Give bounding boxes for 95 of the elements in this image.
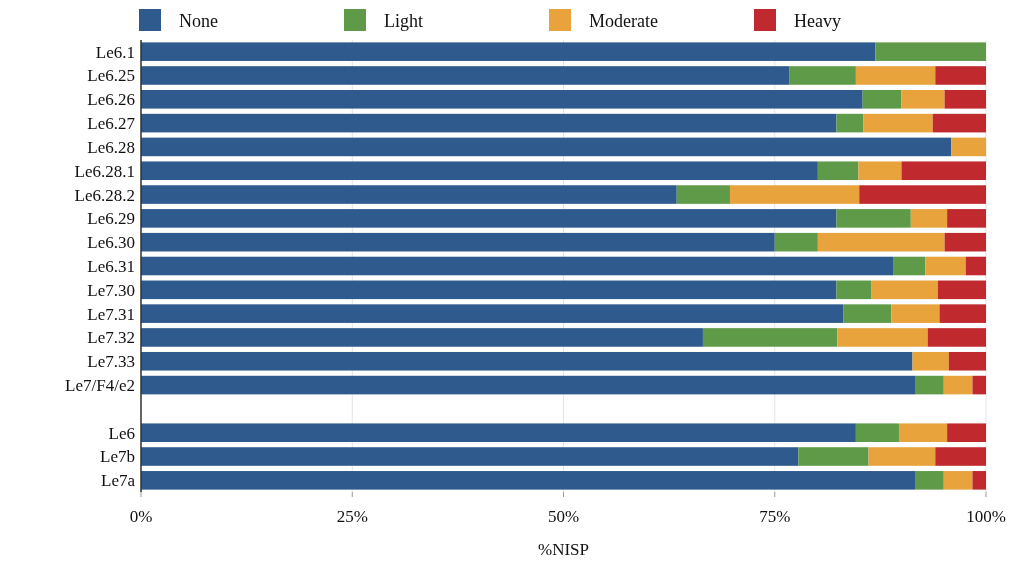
bar xyxy=(862,90,902,109)
bar xyxy=(837,328,928,347)
bar xyxy=(141,375,916,395)
bar xyxy=(912,351,949,371)
bar xyxy=(141,328,703,347)
y-tick-label: Le6.26 xyxy=(87,90,135,110)
bar xyxy=(972,471,986,490)
bar xyxy=(141,256,894,276)
y-tick-label: Le7b xyxy=(100,447,135,467)
bar xyxy=(676,185,730,204)
bar xyxy=(932,113,986,133)
bar xyxy=(789,66,856,85)
y-tick-label: Le7.31 xyxy=(87,304,135,324)
y-tick-label: Le7.30 xyxy=(87,280,135,300)
bar xyxy=(141,113,837,133)
bar xyxy=(944,232,986,252)
y-tick-label: Le6.28 xyxy=(87,137,135,157)
bar xyxy=(972,375,986,395)
bar xyxy=(891,304,940,323)
bar xyxy=(141,137,952,157)
bar xyxy=(855,66,936,85)
x-tick-label: 50% xyxy=(547,507,580,526)
y-tick-label: Le6.28.2 xyxy=(74,185,135,205)
bar xyxy=(843,304,892,323)
bar xyxy=(141,161,818,181)
bar xyxy=(937,280,986,300)
bar xyxy=(141,423,856,442)
bar xyxy=(951,137,986,157)
legend-label: None xyxy=(179,11,218,32)
bar xyxy=(141,447,799,466)
y-tick-label: Le6.28.1 xyxy=(74,161,135,181)
bar xyxy=(855,423,899,442)
legend-label: Moderate xyxy=(589,11,658,32)
bar xyxy=(141,232,775,252)
bar xyxy=(875,42,986,61)
bar xyxy=(141,280,837,300)
bar xyxy=(702,328,838,347)
bar xyxy=(798,447,869,466)
bar xyxy=(948,351,986,371)
y-tick-label: Le6.1 xyxy=(95,42,135,62)
bar xyxy=(836,280,872,300)
x-tick-label: 100% xyxy=(966,507,1006,526)
y-tick-label: Le6.25 xyxy=(87,66,135,86)
bar xyxy=(925,256,966,276)
bar xyxy=(939,304,986,323)
y-tick-label: Le7a xyxy=(101,471,136,491)
bar xyxy=(947,423,986,442)
bar xyxy=(915,471,944,490)
bar xyxy=(893,256,926,276)
bar xyxy=(141,209,837,228)
bar xyxy=(947,209,986,228)
bar xyxy=(927,328,986,347)
bar xyxy=(901,161,986,181)
bar xyxy=(817,232,945,252)
bar xyxy=(859,185,986,204)
y-tick-label: Le7/F4/e2 xyxy=(65,376,135,396)
bar xyxy=(898,423,948,442)
bar xyxy=(915,375,944,395)
bar xyxy=(871,280,938,300)
bar xyxy=(141,304,844,323)
x-tick-label: 0% xyxy=(129,507,153,526)
bar xyxy=(868,447,936,466)
bar xyxy=(141,351,913,371)
y-tick-label: Le6.27 xyxy=(87,114,136,134)
x-tick-label: 25% xyxy=(336,507,368,526)
bar xyxy=(935,66,986,85)
bar xyxy=(901,90,945,109)
bar xyxy=(141,471,916,490)
y-tick-label: Le6.29 xyxy=(87,209,135,229)
bar xyxy=(965,256,986,276)
bar xyxy=(943,375,973,395)
bar xyxy=(858,161,902,181)
bar xyxy=(836,113,864,133)
legend-label: Light xyxy=(384,11,423,32)
y-tick-label: Le6.30 xyxy=(87,233,135,253)
x-axis-title: %NISP xyxy=(537,540,590,559)
y-tick-label: Le6 xyxy=(108,423,135,443)
bar xyxy=(863,113,933,133)
bar xyxy=(141,66,790,85)
bar xyxy=(943,471,973,490)
bar xyxy=(141,90,863,109)
bar xyxy=(910,209,948,228)
x-tick-label: 75% xyxy=(759,507,791,526)
y-tick-label: Le7.32 xyxy=(87,328,135,348)
bar xyxy=(774,232,818,252)
legend-label: Heavy xyxy=(794,11,841,32)
bar xyxy=(141,42,876,61)
y-tick-label: Le7.33 xyxy=(87,352,135,372)
bar xyxy=(935,447,986,466)
bar xyxy=(836,209,911,228)
bar xyxy=(729,185,860,204)
y-tick-label: Le6.31 xyxy=(87,256,135,276)
bar xyxy=(817,161,859,181)
bar xyxy=(944,90,986,109)
bar xyxy=(141,185,677,204)
